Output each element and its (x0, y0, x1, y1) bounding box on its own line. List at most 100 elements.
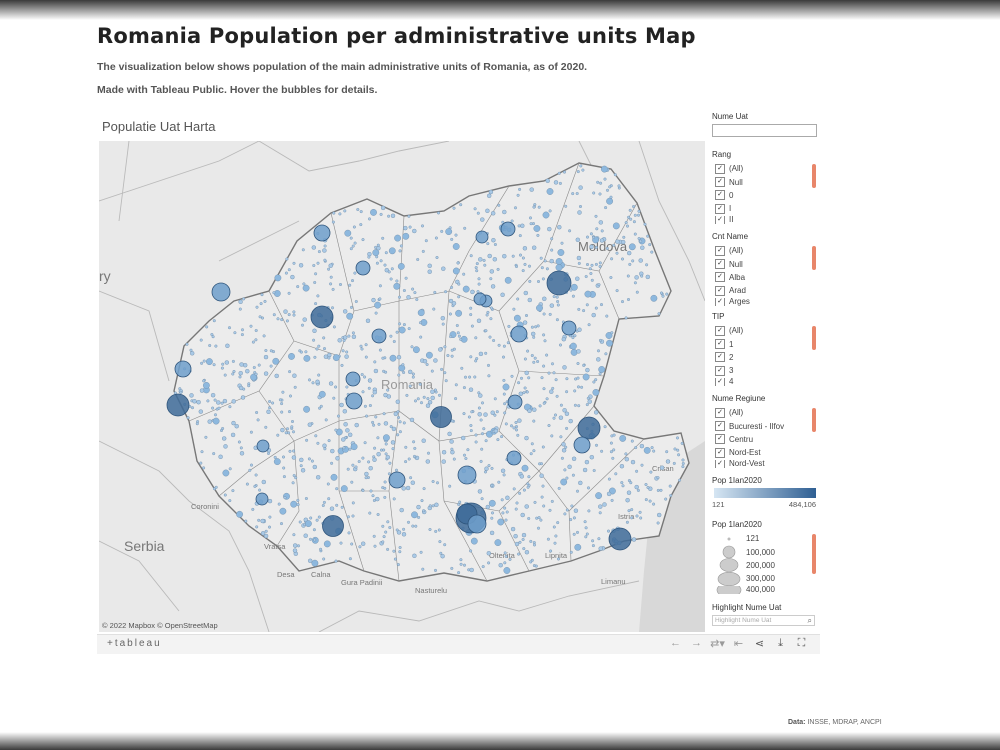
bubble[interactable] (556, 521, 560, 525)
checkbox[interactable]: ✓ (715, 285, 725, 296)
bubble[interactable] (272, 291, 276, 295)
bubble[interactable] (224, 360, 230, 365)
bubble[interactable] (271, 350, 275, 354)
bubble[interactable] (347, 432, 353, 437)
bubble[interactable] (489, 269, 494, 274)
bubble[interactable] (361, 238, 365, 242)
bubble[interactable] (421, 224, 425, 228)
bubble[interactable] (296, 498, 300, 502)
bubble[interactable] (532, 407, 537, 412)
bubble[interactable] (206, 358, 213, 366)
bubble[interactable] (625, 498, 630, 503)
bubble[interactable] (586, 235, 590, 239)
bubble[interactable] (440, 315, 445, 321)
checkbox[interactable]: ✓ (715, 259, 725, 270)
bubble[interactable] (576, 349, 581, 354)
bubble[interactable] (439, 551, 443, 555)
bubble[interactable] (637, 209, 641, 213)
bubble[interactable] (650, 250, 654, 254)
bubble[interactable] (617, 184, 621, 188)
bubble[interactable] (523, 262, 527, 266)
bubble[interactable] (504, 554, 508, 558)
bubble[interactable] (231, 420, 236, 426)
bubble[interactable] (452, 347, 456, 351)
bubble[interactable] (352, 225, 356, 229)
bubble[interactable] (396, 530, 402, 535)
bubble[interactable] (564, 204, 568, 208)
bubble[interactable] (435, 255, 439, 259)
bubble[interactable] (462, 272, 466, 276)
bubble[interactable] (304, 520, 312, 527)
bubble[interactable] (364, 355, 368, 359)
bubble[interactable] (493, 428, 499, 434)
bubble[interactable] (264, 425, 268, 429)
checkbox[interactable]: ✓ (715, 203, 725, 214)
bubble[interactable] (327, 439, 331, 443)
bubble[interactable] (443, 345, 447, 349)
bubble[interactable] (459, 337, 463, 341)
bubble[interactable] (401, 486, 406, 491)
bubble[interactable] (563, 512, 567, 516)
bubble[interactable] (200, 450, 204, 454)
bubble[interactable] (523, 357, 527, 361)
bubble[interactable] (514, 421, 518, 425)
bubble[interactable] (217, 406, 221, 410)
bubble[interactable] (525, 390, 529, 394)
bubble[interactable] (681, 462, 685, 466)
bubble[interactable] (676, 448, 680, 452)
bubble[interactable] (371, 420, 375, 424)
bubble[interactable] (469, 306, 473, 310)
bubble[interactable] (627, 509, 631, 513)
bubble[interactable] (673, 447, 677, 451)
bubble[interactable] (410, 480, 415, 485)
bubble[interactable] (517, 224, 521, 228)
bubble[interactable] (553, 541, 557, 545)
bubble[interactable] (422, 487, 426, 491)
bubble[interactable] (540, 495, 544, 499)
bubble[interactable] (231, 372, 235, 376)
bubble[interactable] (242, 297, 246, 301)
bubble[interactable] (512, 487, 516, 491)
bubble[interactable] (573, 508, 579, 513)
bubble[interactable] (317, 373, 321, 377)
bubble[interactable] (329, 506, 335, 511)
checkbox[interactable]: ✓ (715, 365, 725, 376)
bubble[interactable] (266, 451, 270, 455)
bubble[interactable] (441, 266, 446, 271)
bubble[interactable] (450, 237, 454, 241)
bubble[interactable] (498, 563, 503, 568)
bubble[interactable] (351, 463, 355, 467)
bubble[interactable] (474, 433, 478, 437)
bubble[interactable] (450, 450, 455, 455)
bubble[interactable] (236, 510, 244, 518)
bubble[interactable] (315, 475, 321, 480)
bubble[interactable] (624, 457, 629, 462)
bubble[interactable] (569, 342, 577, 350)
bubble[interactable] (349, 236, 353, 240)
bubble[interactable] (621, 300, 625, 304)
bubble[interactable] (455, 309, 462, 317)
bubble[interactable] (550, 248, 554, 252)
bubble[interactable] (610, 331, 614, 335)
bubble[interactable] (633, 281, 637, 285)
bubble[interactable] (381, 486, 385, 490)
bubble[interactable] (648, 243, 652, 247)
bubble[interactable] (444, 290, 448, 294)
bubble[interactable] (348, 557, 352, 561)
bubble[interactable] (470, 324, 474, 328)
bubble[interactable] (481, 565, 485, 569)
bubble[interactable] (582, 309, 586, 313)
bubble[interactable] (355, 260, 371, 276)
bubble[interactable] (678, 478, 682, 482)
bubble[interactable] (199, 338, 203, 342)
bubble[interactable] (343, 422, 348, 427)
bubble[interactable] (540, 266, 544, 270)
bubble[interactable] (223, 444, 228, 449)
checkbox[interactable]: ✓ (715, 339, 725, 350)
bubble[interactable] (381, 236, 385, 240)
bubble[interactable] (464, 375, 468, 379)
bubble[interactable] (554, 534, 558, 538)
bubble[interactable] (497, 518, 505, 526)
bubble[interactable] (650, 446, 654, 450)
bubble[interactable] (450, 285, 454, 289)
